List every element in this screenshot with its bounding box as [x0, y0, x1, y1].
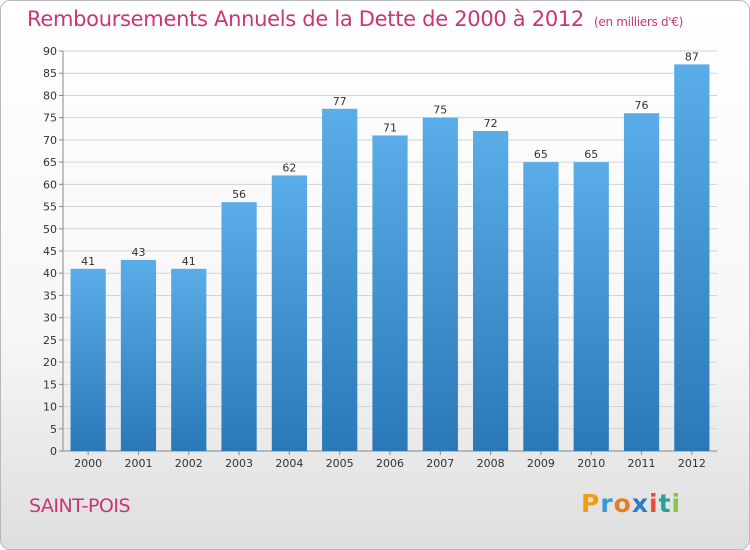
y-tick-label: 35 [43, 289, 57, 302]
y-tick-label: 5 [50, 423, 57, 436]
y-tick-label: 55 [43, 201, 57, 214]
x-tick-label: 2001 [124, 457, 152, 470]
y-tick-label: 60 [43, 178, 57, 191]
x-tick-label: 2012 [678, 457, 706, 470]
labels: 41 2000 43 2001 41 2002 56 2003 62 2004 77 2005 71 20… [74, 50, 706, 470]
bar [322, 108, 358, 452]
data-label: 71 [383, 121, 397, 134]
y-tick-label: 85 [43, 67, 57, 80]
bar [623, 113, 660, 451]
data-label: 75 [433, 104, 447, 117]
title-text: Remboursements Annuels de la Dette de 20… [27, 7, 584, 31]
bar [473, 131, 509, 451]
data-label: 56 [232, 188, 246, 201]
bar [70, 268, 106, 451]
x-tick-label: 2009 [527, 457, 555, 470]
bar [271, 175, 307, 451]
x-tick-label: 2000 [74, 457, 102, 470]
x-tick-label: 2010 [577, 457, 605, 470]
y-tick-label: 45 [43, 245, 57, 258]
bar [221, 202, 257, 451]
logo-letter: t [658, 489, 672, 518]
logo-letter: P [581, 489, 601, 518]
bar [422, 117, 458, 452]
y-tick-label: 70 [43, 134, 57, 147]
x-tick-label: 2004 [275, 457, 303, 470]
x-tick-label: 2006 [376, 457, 404, 470]
y-tick-label: 10 [43, 401, 57, 414]
data-label: 43 [131, 246, 145, 259]
y-tick-label: 0 [50, 445, 57, 458]
data-label: 76 [635, 99, 649, 112]
y-tick-label: 80 [43, 89, 57, 102]
logo-letter: i [649, 489, 659, 518]
y-tick-label: 90 [43, 45, 57, 58]
bar [372, 135, 408, 451]
bar [120, 259, 157, 451]
axes: 0 5 10 15 20 25 30 35 40 45 50 55 60 65 70 75 80 85 90 [43, 45, 717, 458]
data-label: 62 [282, 161, 296, 174]
chart-title: Remboursements Annuels de la Dette de 20… [27, 7, 683, 31]
data-label: 87 [685, 50, 699, 63]
x-tick-label: 2008 [477, 457, 505, 470]
logo-letter: i [671, 489, 682, 518]
y-tick-label: 20 [43, 356, 57, 369]
bars [70, 64, 710, 452]
y-tick-label: 40 [43, 267, 57, 280]
x-tick-label: 2011 [628, 457, 656, 470]
y-tick-label: 65 [43, 156, 57, 169]
data-label: 72 [484, 117, 498, 130]
x-tick-label: 2003 [225, 457, 253, 470]
y-tick-label: 30 [43, 312, 57, 325]
y-tick-label: 15 [43, 378, 57, 391]
y-tick-label: 25 [43, 334, 57, 347]
bar [171, 268, 207, 451]
data-label: 41 [81, 255, 95, 268]
city-name: SAINT-POIS [29, 495, 131, 517]
data-label: 65 [534, 148, 548, 161]
y-tick-label: 50 [43, 223, 57, 236]
logo-letter: r [600, 489, 614, 518]
bar [573, 162, 609, 451]
unit-label: (en milliers d'€) [594, 15, 684, 29]
x-tick-label: 2002 [175, 457, 203, 470]
y-tick-label: 75 [43, 112, 57, 125]
data-label: 41 [182, 255, 196, 268]
logo-letter: o [613, 489, 632, 518]
logo-letter: x [631, 489, 649, 518]
data-label: 65 [584, 148, 598, 161]
x-tick-label: 2005 [326, 457, 354, 470]
bar [674, 64, 710, 452]
data-label: 77 [333, 95, 347, 108]
x-tick-label: 2007 [426, 457, 454, 470]
bar [523, 162, 559, 451]
proxiti-logo: Proxiti [581, 489, 681, 518]
